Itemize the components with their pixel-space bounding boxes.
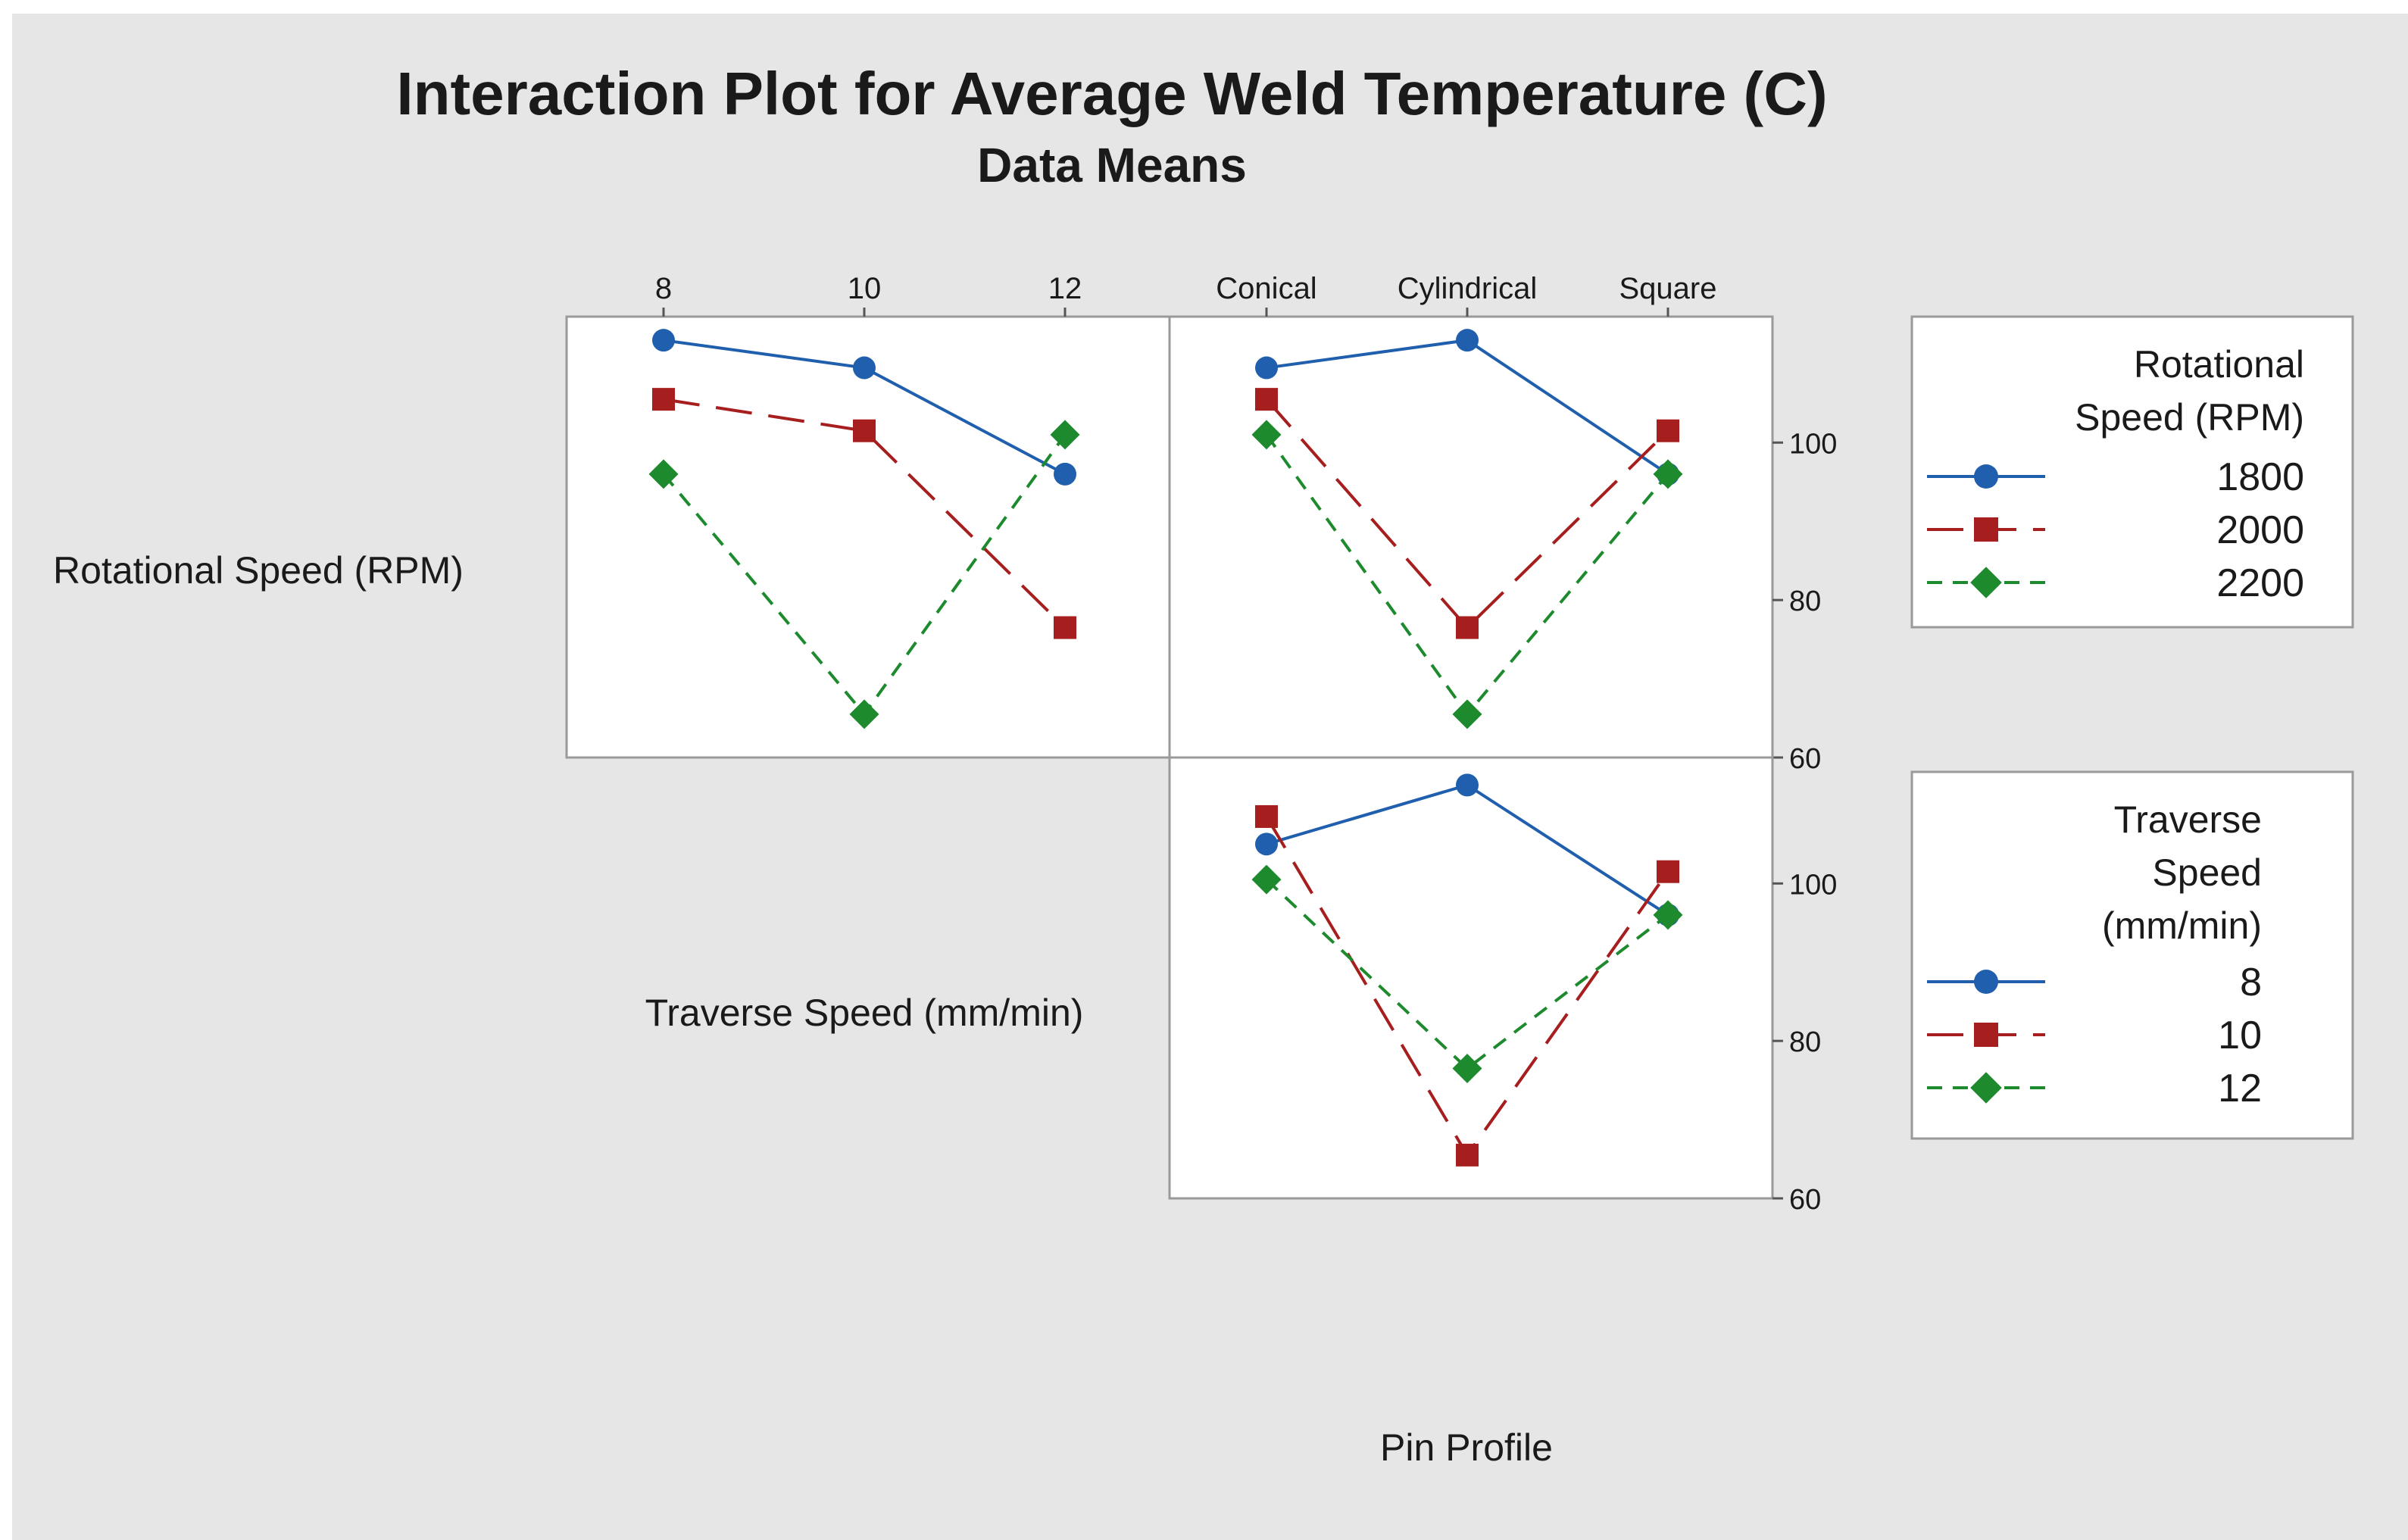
x-tick-label: Conical [1216,272,1316,305]
chart-subtitle: Data Means [977,138,1247,192]
data-point-2200 [648,459,679,489]
y-tick-label: 100 [1789,428,1837,460]
legend-marker-1800 [1974,464,1998,489]
legend-marker-2200 [1970,567,2002,598]
data-point-2000 [652,388,675,411]
y-tick-label: 60 [1789,743,1821,775]
data-point-2200 [1653,459,1683,489]
panel-top-right: Conical Cylindrical Square 60 80 100 [1168,272,1837,775]
legend-title: Speed [2152,851,2262,894]
panel-top-left: 8 10 12 [565,272,1171,759]
x-tick-label: 10 [848,272,882,305]
x-axis-label-pin-profile: Pin Profile [1380,1426,1553,1469]
legend-marker-8 [1974,970,1998,994]
x-tick-label: 8 [655,272,672,305]
legend-entry-1800: 1800 [2216,455,2304,499]
x-tick-label: 12 [1048,272,1082,305]
row-label-rotational-speed: Rotational Speed (RPM) [53,549,464,592]
x-tick-label: Cylindrical [1398,272,1538,305]
legend-entry-8: 8 [2240,961,2262,1004]
legend-marker-2000 [1974,517,1998,542]
data-point-2200 [1251,420,1282,450]
legend-entry-2000: 2000 [2216,508,2304,552]
chart-title: Interaction Plot for Average Weld Temper… [396,60,1827,127]
data-point-10 [1456,1143,1479,1167]
data-point-2000 [1255,388,1278,411]
legend-marker-12 [1970,1072,2002,1104]
data-point-2200 [1452,699,1482,729]
legends-layer: Rotational Speed (RPM) 1800 2000 2200 Travers… [1910,315,2354,1140]
data-point-2000 [1657,419,1679,442]
series-line-2000 [663,398,1067,629]
data-point-2200 [1050,420,1080,450]
chart-canvas: Interaction Plot for Average Weld Temper… [12,14,2408,1540]
legend-entry-10: 10 [2218,1014,2262,1057]
data-point-8 [1255,832,1278,856]
y-tick-label: 60 [1789,1184,1821,1216]
y-tick-label: 80 [1789,586,1821,617]
interaction-plot: Interaction Plot for Average Weld Temper… [53,60,2354,1469]
y-tick-label: 80 [1789,1026,1821,1058]
legend-title: Speed (RPM) [2075,396,2304,439]
x-tick-label: Square [1619,272,1717,305]
data-point-12 [1653,900,1683,930]
data-point-1800 [1456,329,1479,352]
data-point-1800 [853,356,876,380]
plot-area [565,315,1171,759]
data-point-2000 [1054,616,1076,639]
panel-bottom-right: 60 80 100 [1168,756,1837,1216]
row-label-traverse-speed: Traverse Speed (mm/min) [645,992,1084,1034]
legend-entry-2200: 2200 [2216,561,2304,605]
data-point-10 [1255,804,1278,828]
data-point-1800 [1054,462,1076,486]
series-line-12 [1265,878,1669,1071]
data-point-2200 [849,699,879,729]
legend-title: Rotational [2134,343,2304,386]
data-point-12 [1251,864,1282,895]
plot-area [1168,315,1774,759]
legend-traverse-speed: Traverse Speed (mm/min) 8 10 12 [1910,770,2354,1140]
data-point-12 [1452,1054,1482,1084]
data-point-1800 [652,329,675,352]
legend-rotational-speed: Rotational Speed (RPM) 1800 2000 2200 [1910,315,2354,629]
panels-layer: 8 10 12 Conical Cylindrical Square 60 80 100 60 80… [565,272,1837,1216]
legend-title: (mm/min) [2102,904,2262,947]
series-line-2000 [1265,398,1669,630]
legend-entry-12: 12 [2218,1067,2262,1110]
data-point-2000 [853,419,876,442]
plot-area [1168,756,1774,1200]
y-tick-label: 100 [1789,869,1837,901]
data-point-1800 [1255,356,1278,380]
data-point-8 [1456,773,1479,797]
data-point-2000 [1456,616,1479,639]
legend-marker-10 [1974,1023,1998,1047]
legend-title: Traverse [2114,798,2262,841]
data-point-10 [1657,860,1679,883]
